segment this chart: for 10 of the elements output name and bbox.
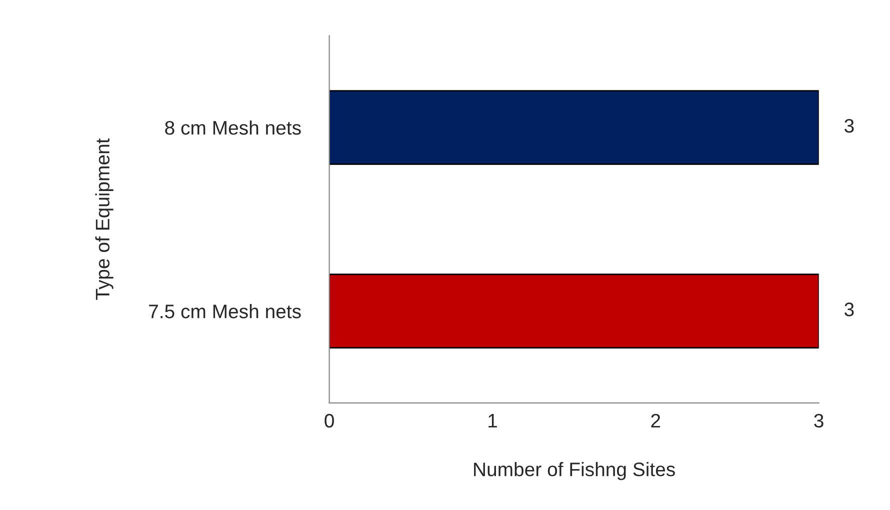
x-tick-label: 3 — [814, 414, 824, 428]
x-tick-label: 2 — [651, 414, 660, 428]
data-label: 3 — [844, 118, 854, 133]
y-axis-title: Type of Equipment — [95, 138, 114, 300]
y-tick-label: 8 cm Mesh nets — [165, 120, 301, 135]
x-tick-label: 1 — [488, 414, 497, 428]
x-tick-label: 0 — [324, 414, 334, 428]
y-tick-label: 7.5 cm Mesh nets — [149, 304, 301, 318]
x-axis-title: Number of Fishng Sites — [474, 462, 675, 480]
data-label: 3 — [844, 302, 854, 316]
